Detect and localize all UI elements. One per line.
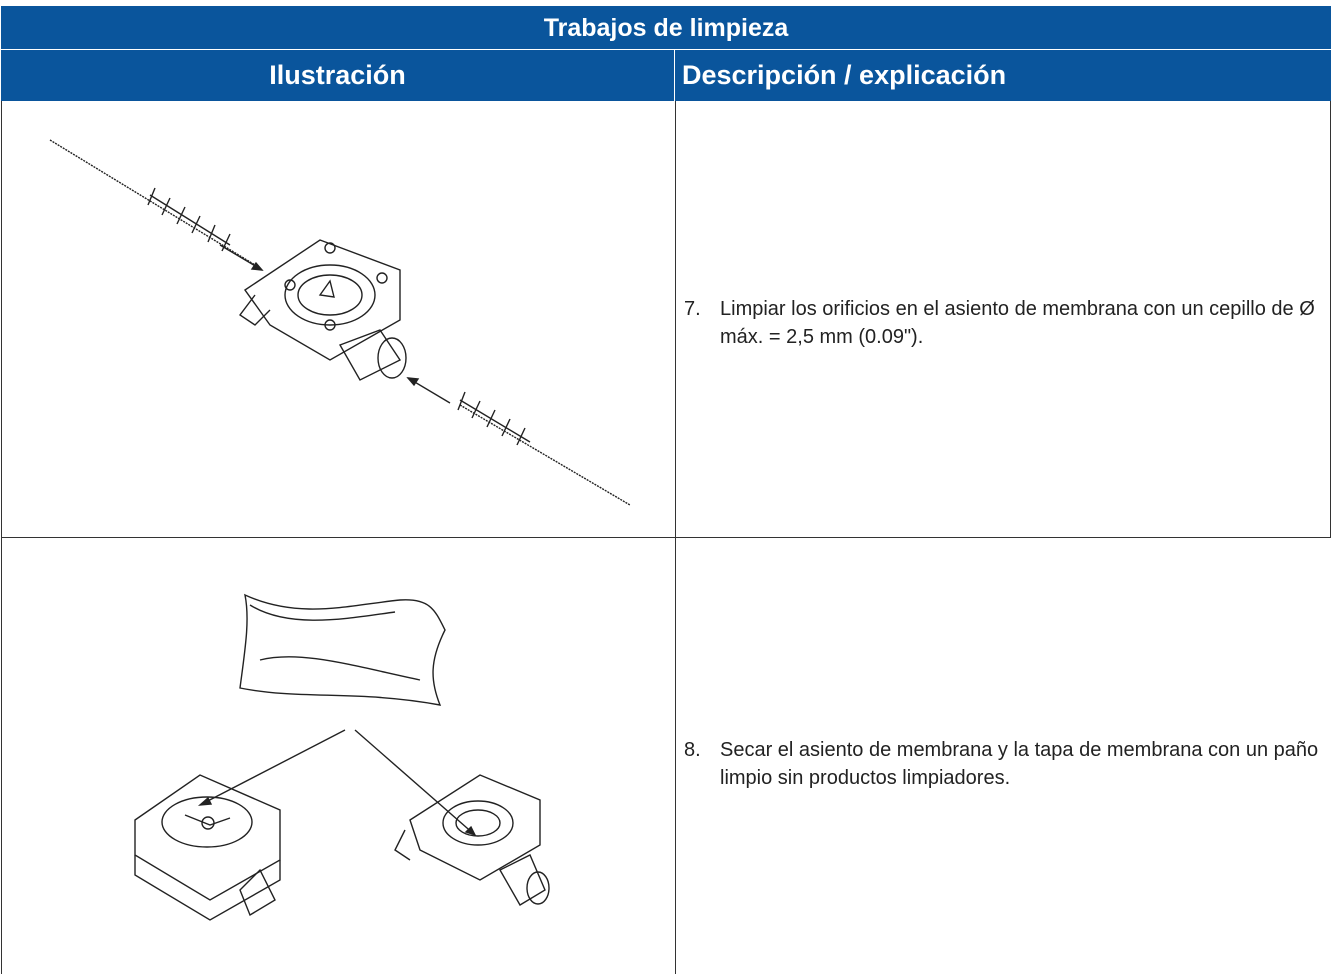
- column-header: Descripción / explicación: [675, 50, 1331, 101]
- table-title: Trabajos de limpieza: [1, 6, 1331, 50]
- step: 8. Secar el asiento de membrana y la tap…: [684, 736, 1324, 792]
- step-text: Limpiar los orificios en el asiento de m…: [720, 298, 1315, 348]
- column-header: Ilustración: [1, 50, 675, 101]
- illustration-cloth: [134, 593, 550, 921]
- border: [1, 537, 1331, 538]
- step-number: 8.: [684, 739, 701, 761]
- step-number: 7.: [684, 298, 701, 320]
- step: 7. Limpiar los orificios en el asiento d…: [684, 295, 1324, 351]
- illustration-brush: [49, 139, 631, 506]
- step-text: Secar el asiento de membrana y la tapa d…: [720, 739, 1319, 789]
